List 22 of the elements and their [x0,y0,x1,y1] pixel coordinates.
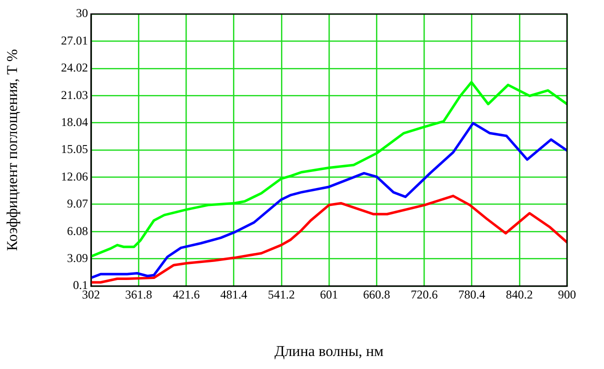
x-tick-label: 361.8 [125,287,152,302]
x-tick-label: 720.6 [410,287,438,302]
x-tick-label: 780.4 [458,287,486,302]
y-tick-label: 3.09 [67,250,88,265]
x-tick-label: 541.2 [268,287,295,302]
y-tick-label: 15.05 [61,142,88,156]
y-tick-label: 30 [76,6,88,20]
y-tick-label: 6.08 [67,224,88,238]
x-tick-label: 660.8 [363,287,390,302]
y-tick-label: 24.02 [61,60,88,75]
y-tick-label: 18.04 [61,114,88,129]
x-axis-title: Длина волны, нм [274,344,384,360]
x-tick-label: 481.4 [220,287,248,302]
x-tick-label: 421.6 [172,287,200,302]
y-tick-label: 9.07 [67,196,88,211]
x-tick-label: 601 [320,287,338,302]
x-tick-label: 840.2 [506,287,533,302]
y-tick-label: 21.03 [61,88,88,102]
y-axis-title: Коэффициент поглощения, Т % [4,49,21,251]
y-tick-label: 12.06 [61,169,88,184]
y-tick-label: 27.01 [61,33,88,48]
x-tick-label: 900 [558,287,576,302]
